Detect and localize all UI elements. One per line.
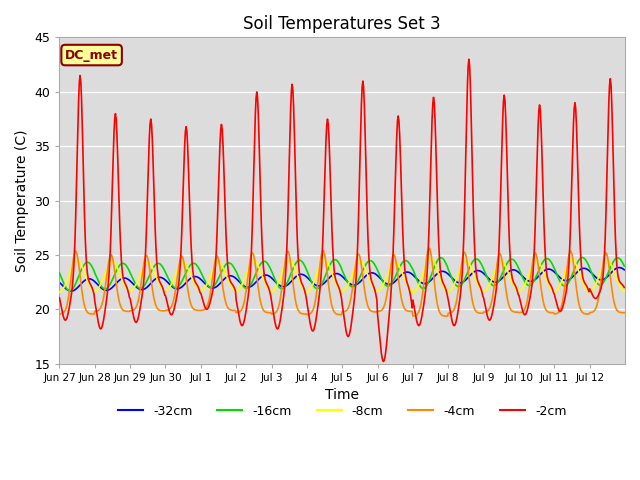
-4cm [253,279,261,285]
-32cm [56,279,63,285]
-8cm [620,288,628,294]
Y-axis label: Soil Temperature (C): Soil Temperature (C) [15,129,29,272]
Line: -32cm: -32cm [60,267,624,291]
-2cm [620,285,628,290]
-32cm [620,267,628,273]
-4cm [56,311,63,317]
-2cm [433,167,440,173]
-4cm [122,308,129,314]
-32cm [401,270,409,276]
Line: -2cm: -2cm [60,59,624,361]
-32cm [67,288,75,294]
-32cm [276,283,284,288]
-8cm [409,290,417,296]
-2cm [226,276,234,282]
-2cm [401,266,409,272]
-2cm [122,282,129,288]
-2cm [275,324,283,329]
Legend: -32cm, -16cm, -8cm, -4cm, -2cm: -32cm, -16cm, -8cm, -4cm, -2cm [113,400,572,423]
-32cm [433,272,440,277]
Line: -16cm: -16cm [60,257,624,291]
-16cm [276,285,284,290]
-32cm [255,277,262,283]
-8cm [226,280,234,286]
Text: DC_met: DC_met [65,48,118,61]
Line: -4cm: -4cm [60,248,624,316]
-16cm [227,261,234,266]
-2cm [380,359,387,364]
-16cm [66,288,74,294]
-4cm [426,245,433,251]
-16cm [123,263,131,269]
-4cm [620,310,628,315]
-4cm [226,307,234,312]
-8cm [400,275,408,281]
-4cm [400,305,408,311]
-4cm [433,296,440,302]
-2cm [465,56,473,62]
-32cm [123,276,131,281]
-8cm [275,278,283,284]
-16cm [56,270,63,276]
-16cm [579,254,586,260]
-4cm [275,303,283,309]
-8cm [122,284,129,290]
-16cm [255,265,262,271]
-4cm [443,313,451,319]
-8cm [427,255,435,261]
-8cm [56,289,63,295]
-2cm [56,295,63,300]
Title: Soil Temperatures Set 3: Soil Temperatures Set 3 [243,15,441,33]
-16cm [620,263,628,269]
Line: -8cm: -8cm [60,258,624,293]
-8cm [253,262,261,267]
X-axis label: Time: Time [325,388,359,402]
-32cm [615,264,623,270]
-32cm [227,273,234,279]
-2cm [253,95,261,101]
-16cm [433,259,440,265]
-8cm [433,267,441,273]
-16cm [401,258,409,264]
